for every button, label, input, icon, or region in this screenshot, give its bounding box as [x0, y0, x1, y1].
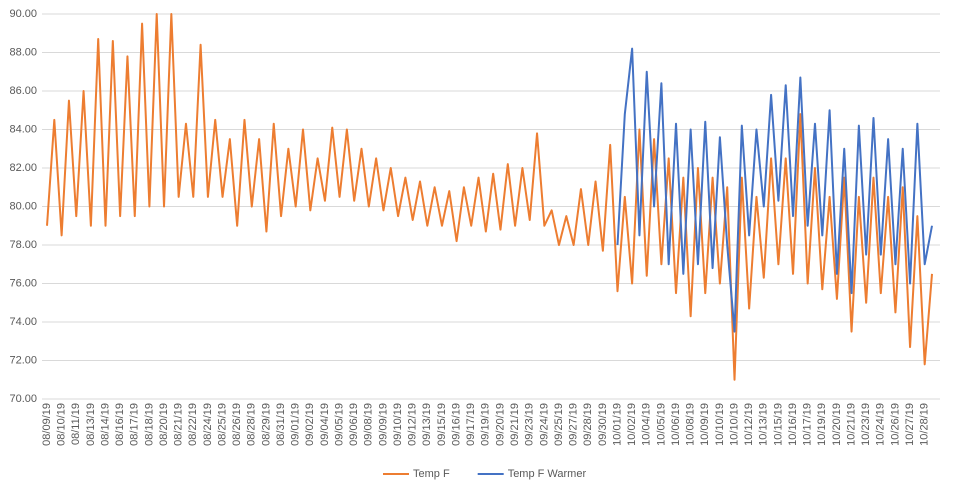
- x-tick-label: 09/25/19: [553, 403, 565, 446]
- x-tick-label: 10/06/19: [670, 403, 682, 446]
- x-tick-label: 10/04/19: [641, 403, 653, 446]
- x-tick-label: 10/27/19: [904, 403, 916, 446]
- x-tick-label: 09/27/19: [568, 403, 580, 446]
- x-tick-label: 08/18/19: [143, 403, 155, 446]
- x-tick-label: 10/28/19: [919, 403, 931, 446]
- x-tick-label: 08/09/19: [41, 403, 53, 446]
- x-tick-label: 08/13/19: [85, 403, 97, 446]
- x-tick-label: 10/10/19: [728, 403, 740, 446]
- x-tick-label: 09/04/19: [319, 403, 331, 446]
- series-line: [616, 47, 933, 333]
- x-tick-label: 09/24/19: [538, 403, 550, 446]
- y-tick-label: 82.00: [9, 162, 37, 174]
- x-tick-label: 08/29/19: [260, 403, 272, 446]
- y-tick-label: 74.00: [9, 316, 37, 328]
- legend-label: Temp F: [413, 468, 450, 480]
- x-tick-label: 10/23/19: [860, 403, 872, 446]
- x-tick-label: 08/31/19: [275, 403, 287, 446]
- x-tick-label: 08/22/19: [187, 403, 199, 446]
- x-tick-label: 09/13/19: [421, 403, 433, 446]
- x-tick-label: 08/26/19: [231, 403, 243, 446]
- x-tick-label: 09/10/19: [392, 403, 404, 446]
- x-tick-label: 10/09/19: [699, 403, 711, 446]
- x-tick-label: 09/15/19: [436, 403, 448, 446]
- x-tick-label: 08/10/19: [56, 403, 68, 446]
- x-tick-label: 08/25/19: [216, 403, 228, 446]
- series-line: [46, 13, 933, 381]
- x-tick-label: 08/16/19: [114, 403, 126, 446]
- x-tick-label: 09/12/19: [407, 403, 419, 446]
- x-tick-label: 10/13/19: [758, 403, 770, 446]
- x-tick-label: 10/02/19: [626, 403, 638, 446]
- x-tick-label: 09/06/19: [348, 403, 360, 446]
- y-tick-label: 76.00: [9, 277, 37, 289]
- x-tick-label: 09/16/19: [450, 403, 462, 446]
- y-tick-label: 88.00: [9, 46, 37, 58]
- x-tick-label: 10/15/19: [772, 403, 784, 446]
- x-tick-label: 10/24/19: [875, 403, 887, 446]
- y-tick-label: 84.00: [9, 123, 37, 135]
- x-tick-label: 08/21/19: [173, 403, 185, 446]
- x-tick-label: 08/17/19: [129, 403, 141, 446]
- x-tick-label: 10/17/19: [802, 403, 814, 446]
- x-tick-label: 08/20/19: [158, 403, 170, 446]
- x-tick-label: 10/16/19: [787, 403, 799, 446]
- x-tick-label: 09/09/19: [377, 403, 389, 446]
- x-tick-label: 09/19/19: [480, 403, 492, 446]
- x-tick-label: 09/08/19: [363, 403, 375, 446]
- y-tick-label: 72.00: [9, 354, 37, 366]
- x-tick-label: 08/14/19: [99, 403, 111, 446]
- y-tick-label: 86.00: [9, 85, 37, 97]
- x-tick-label: 10/01/19: [611, 403, 623, 446]
- x-tick-label: 09/17/19: [465, 403, 477, 446]
- x-tick-label: 10/12/19: [743, 403, 755, 446]
- x-tick-label: 10/20/19: [831, 403, 843, 446]
- x-tick-label: 09/20/19: [494, 403, 506, 446]
- x-tick-label: 10/08/19: [685, 403, 697, 446]
- x-tick-label: 08/28/19: [246, 403, 258, 446]
- legend-label: Temp F Warmer: [508, 468, 587, 480]
- x-tick-label: 10/10/19: [714, 403, 726, 446]
- y-tick-label: 90.00: [9, 8, 37, 20]
- x-tick-label: 09/01/19: [290, 403, 302, 446]
- x-tick-label: 10/21/19: [845, 403, 857, 446]
- x-tick-label: 09/21/19: [509, 403, 521, 446]
- x-tick-label: 09/28/19: [582, 403, 594, 446]
- x-tick-label: 08/24/19: [202, 403, 214, 446]
- x-tick-label: 09/23/19: [524, 403, 536, 446]
- y-tick-label: 80.00: [9, 200, 37, 212]
- x-tick-label: 10/05/19: [655, 403, 667, 446]
- x-tick-label: 09/05/19: [333, 403, 345, 446]
- y-tick-label: 78.00: [9, 239, 37, 251]
- x-tick-label: 09/02/19: [304, 403, 316, 446]
- x-tick-label: 08/11/19: [70, 403, 82, 445]
- x-tick-label: 09/30/19: [597, 403, 609, 446]
- x-tick-label: 10/19/19: [816, 403, 828, 446]
- y-tick-label: 70.00: [9, 393, 37, 405]
- x-tick-label: 10/26/19: [889, 403, 901, 446]
